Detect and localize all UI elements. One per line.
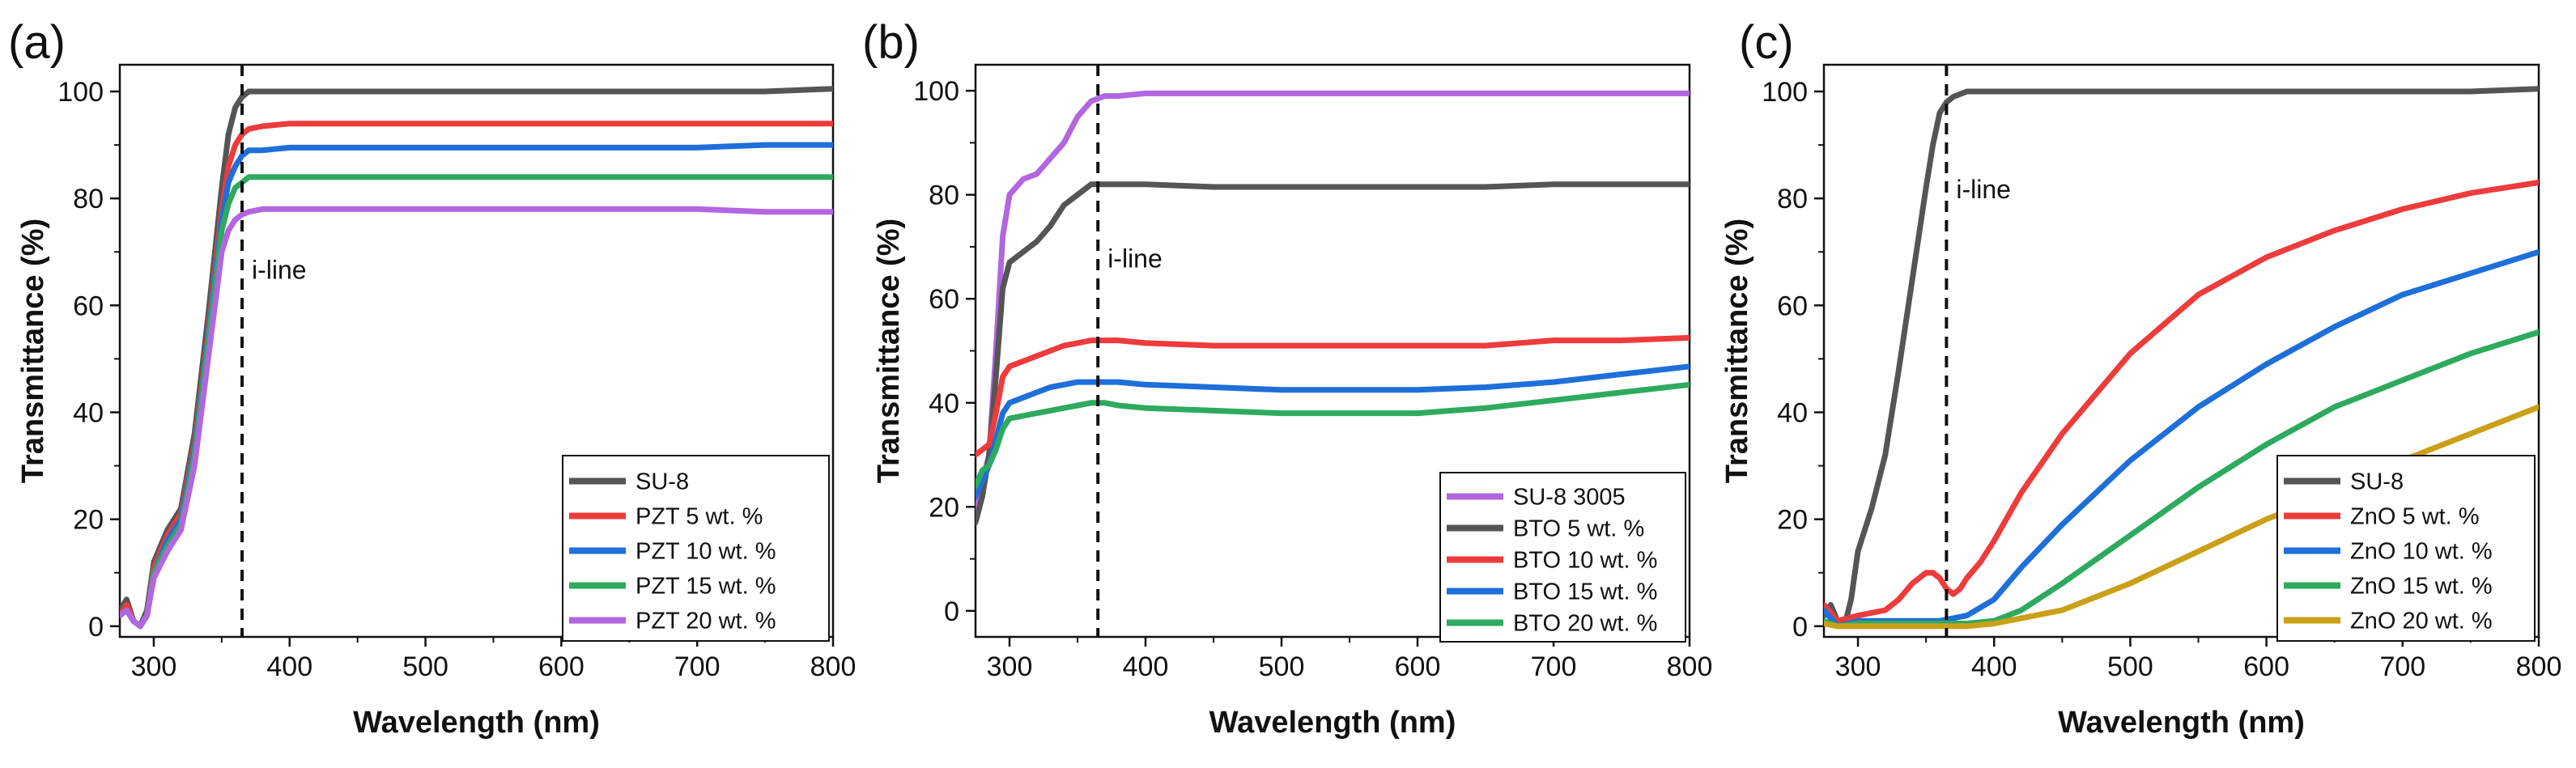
panel-3: 300 400 500 600 700 800 0 20 40 60 80 100 Wavelength… bbox=[1720, 16, 2561, 740]
y-tick-label: 60 bbox=[929, 284, 959, 315]
y-tick-label: 0 bbox=[88, 612, 104, 643]
plot-frame bbox=[1822, 63, 2540, 639]
legend-label: SU-8 bbox=[2350, 469, 2404, 495]
y-tick-label: 60 bbox=[1777, 291, 1808, 321]
x-tick-label: 300 bbox=[987, 651, 1033, 682]
y-tick-label: 20 bbox=[1777, 505, 1808, 536]
y-tick-label: 20 bbox=[73, 505, 104, 536]
legend-label: ZnO 15 wt. % bbox=[2350, 574, 2493, 600]
legend: SU-8 3005 BTO 5 wt. % BTO 10 wt. % BTO 15 w… bbox=[1439, 472, 1686, 643]
series-line-1 bbox=[976, 90, 1690, 520]
y-axis-title: Transmittance (%) bbox=[1720, 219, 1754, 483]
legend-label: PZT 5 wt. % bbox=[635, 504, 763, 530]
x-tick-label: 800 bbox=[2516, 651, 2562, 682]
x-tick-label: 500 bbox=[1259, 651, 1305, 682]
x-axis-title: Wavelength (nm) bbox=[1209, 706, 1456, 740]
legend-label: BTO 20 wt. % bbox=[1513, 611, 1657, 637]
x-tick-label: 500 bbox=[2107, 651, 2153, 682]
series-line-1 bbox=[1824, 86, 2539, 630]
y-tick-label: 40 bbox=[1777, 397, 1808, 428]
y-tick-label: 100 bbox=[57, 77, 104, 108]
legend-label: ZnO 5 wt. % bbox=[2350, 504, 2480, 530]
i-line-label: i-line bbox=[1956, 175, 2011, 204]
x-tick-label: 400 bbox=[266, 651, 312, 682]
x-tick-label: 400 bbox=[1123, 651, 1169, 682]
y-axis-title: Transmittance (%) bbox=[16, 219, 50, 483]
legend-label: ZnO 10 wt. % bbox=[2350, 539, 2493, 565]
x-tick-label: 600 bbox=[538, 651, 584, 682]
x-tick-label: 300 bbox=[131, 651, 177, 682]
y-tick-label: 80 bbox=[929, 180, 959, 211]
x-tick-label: 300 bbox=[1835, 651, 1881, 682]
x-axis-title: Wavelength (nm) bbox=[2058, 706, 2305, 740]
plot-frame bbox=[118, 63, 835, 639]
x-tick-label: 800 bbox=[810, 651, 857, 682]
legend-label: PZT 10 wt. % bbox=[635, 539, 776, 565]
panel-2: 300 400 500 600 700 800 0 20 40 60 80 100 Wavelength… bbox=[862, 16, 1712, 740]
y-tick-label: 80 bbox=[73, 184, 104, 214]
y-tick-label: 0 bbox=[944, 596, 959, 627]
panel-label: (a) bbox=[8, 16, 66, 69]
x-tick-label: 700 bbox=[674, 651, 721, 682]
panel-label: (b) bbox=[862, 16, 920, 69]
legend-label: PZT 15 wt. % bbox=[635, 574, 776, 600]
legend-label: PZT 20 wt. % bbox=[635, 609, 776, 634]
y-tick-label: 100 bbox=[1762, 77, 1808, 108]
x-axis-title: Wavelength (nm) bbox=[353, 706, 600, 740]
x-tick-label: 600 bbox=[2243, 651, 2289, 682]
y-tick-label: 80 bbox=[1777, 184, 1808, 214]
series-line-4 bbox=[976, 363, 1690, 499]
y-tick-label: 0 bbox=[1792, 612, 1808, 643]
y-tick-label: 20 bbox=[929, 492, 959, 523]
y-tick-label: 60 bbox=[73, 291, 104, 321]
x-tick-label: 600 bbox=[1395, 651, 1441, 682]
legend-label: BTO 15 wt. % bbox=[1513, 579, 1657, 605]
series-line-3 bbox=[976, 334, 1690, 458]
x-tick-label: 700 bbox=[1531, 651, 1577, 682]
y-tick-label: 40 bbox=[73, 397, 104, 428]
y-tick-label: 100 bbox=[913, 76, 959, 107]
i-line-label: i-line bbox=[252, 255, 307, 284]
x-tick-label: 800 bbox=[1667, 651, 1713, 682]
legend-label: BTO 5 wt. % bbox=[1513, 516, 1644, 542]
i-line-label: i-line bbox=[1107, 244, 1163, 274]
panel-1: 300 400 500 600 700 800 0 20 40 60 80 100 Wavelength… bbox=[8, 16, 856, 740]
legend: SU-8 ZnO 5 wt. % ZnO 10 wt. % ZnO 15 wt. % Z… bbox=[2276, 455, 2536, 642]
legend: SU-8 PZT 5 wt. % PZT 10 wt. % PZT 15 wt. % P… bbox=[562, 455, 830, 642]
y-tick-label: 40 bbox=[929, 388, 959, 419]
legend-label: SU-8 3005 bbox=[1513, 485, 1626, 511]
legend-label: BTO 10 wt. % bbox=[1513, 548, 1657, 574]
x-tick-label: 500 bbox=[402, 651, 448, 682]
x-tick-label: 700 bbox=[2379, 651, 2425, 682]
series-line-2 bbox=[1824, 179, 2539, 624]
series-line-5 bbox=[120, 206, 833, 630]
x-tick-label: 400 bbox=[1971, 651, 2017, 682]
panel-label: (c) bbox=[1739, 16, 1794, 69]
y-axis-title: Transmittance (%) bbox=[872, 219, 906, 483]
legend-label: SU-8 bbox=[635, 469, 689, 495]
series-line-2 bbox=[976, 181, 1690, 526]
series-line-5 bbox=[976, 381, 1690, 490]
legend-label: ZnO 20 wt. % bbox=[2350, 609, 2493, 634]
